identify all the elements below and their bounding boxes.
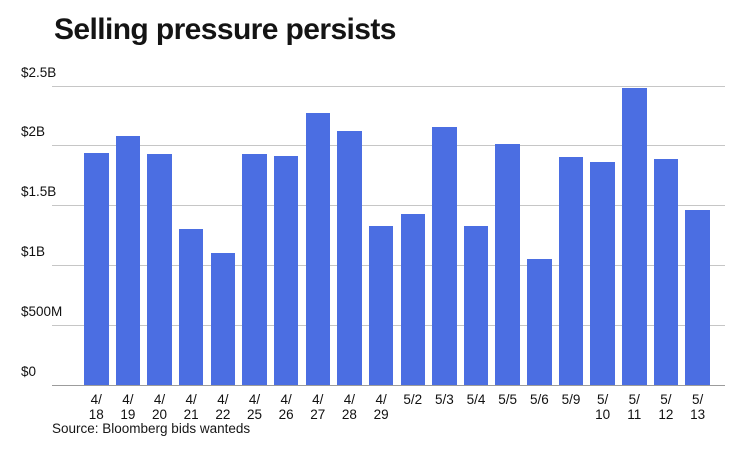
chart-title: Selling pressure persists [54,13,396,46]
bar-4/22 [210,253,236,385]
bar-5/11 [622,87,647,385]
y-axis-tick-label: $1B [21,244,46,260]
x-axis-tick-line: 4/ [185,392,197,407]
x-axis-tick-line: 4/ [343,392,356,407]
x-axis-tick-line: 13 [690,407,706,422]
x-axis-tick-label: 5/2 [391,392,435,407]
bar-4/18 [84,152,109,385]
x-axis-tick-line: 4/ [90,392,102,407]
x-axis-tick-line: 18 [88,407,104,422]
x-axis-tick-line: 10 [595,407,611,422]
x-axis-tick-line: 4/ [122,392,134,407]
x-axis-tick-line: 5/ [628,392,640,407]
x-axis-tick-line: 5/3 [435,392,454,407]
bar-5/2 [400,213,425,385]
bar-4/21 [178,229,204,385]
x-axis-tick-label: 5/11 [612,392,656,422]
y-axis-tick-label: $2.5B [21,64,57,80]
x-axis-tick-label: 4/29 [359,392,403,422]
x-axis-tick-label: 4/26 [264,392,308,422]
bar-5/10 [590,162,615,385]
x-axis-tick-line: 5/5 [498,392,518,407]
x-axis-tick-label: 5/3 [422,392,466,407]
bar-4/20 [147,153,172,385]
x-axis-tick-line: 22 [215,407,231,422]
bar-5/5 [495,144,520,385]
y-axis-tick-label: $2B [21,124,46,140]
bar-5/12 [653,158,679,385]
x-axis-tick-line: 11 [627,407,642,422]
x-axis-tick-label: 4/20 [138,392,182,422]
x-axis-tick-line: 5/2 [403,392,423,407]
x-axis-tick-line: 4/ [280,392,292,407]
x-axis-tick-label: 5/9 [549,392,593,407]
gridline [52,205,725,207]
bar-5/13 [685,210,710,385]
x-axis-tick-label: 4/28 [327,392,371,422]
y-axis-tick-label: $500M [21,304,63,320]
y-axis-tick-label: $0 [21,364,37,379]
x-axis-tick-line: 4/ [217,392,229,407]
x-axis-tick-line: 26 [278,407,294,422]
bar-4/28 [337,131,362,385]
x-axis-tick-line: 4/ [375,392,387,407]
x-axis-tick-line: 20 [152,407,168,422]
x-axis-tick-line: 4/ [312,392,324,407]
x-axis-tick-line: 4/ [248,392,261,407]
bar-5/6 [527,259,552,385]
bar-4/29 [368,225,394,385]
x-axis-tick-line: 25 [246,407,263,422]
bar-5/3 [432,127,457,385]
bar-4/27 [305,113,331,385]
x-axis-tick-line: 5/6 [529,392,549,407]
x-axis-tick-label: 4/18 [74,392,118,422]
x-axis-tick-line: 5/9 [561,392,581,407]
gridline [52,85,725,87]
bar-5/4 [463,225,489,385]
x-axis-tick-line: 4/ [153,392,166,407]
x-axis-tick-line: 12 [658,407,674,422]
bar-4/26 [273,156,299,385]
x-axis-tick-label: 5/6 [517,392,561,407]
x-axis-tick-line: 19 [120,407,136,422]
x-axis-tick-label: 5/12 [644,392,688,422]
x-axis-tick-label: 5/13 [676,392,720,422]
x-axis-tick-line: 29 [373,407,389,422]
bar-4/25 [242,153,267,385]
x-axis-tick-line: 21 [183,407,199,422]
x-axis-tick-label: 5/4 [454,392,498,407]
x-axis-tick-label: 4/27 [296,392,340,422]
x-axis-tick-line: 5/ [691,392,704,407]
x-axis-tick-label: 4/21 [169,392,213,422]
y-axis-tick-label: $1.5B [21,184,57,200]
x-axis-tick-label: 4/25 [233,392,277,422]
x-axis-tick-label: 4/19 [106,392,150,422]
x-axis-tick-line: 5/ [597,392,609,407]
bar-5/9 [558,157,584,385]
x-axis-tick-line: 27 [310,407,326,422]
x-axis-tick-label: 5/10 [581,392,625,422]
x-axis-tick-label: 5/5 [486,392,530,407]
x-axis-tick-label: 4/22 [201,392,245,422]
bar-4/19 [115,135,141,385]
x-axis-tick-line: 28 [341,407,357,422]
gridline [52,145,725,147]
x-axis-tick-line: 5/4 [466,392,486,407]
source-note: Source: Bloomberg bids wanteds [52,421,251,436]
x-axis-tick-line: 5/ [660,392,672,407]
x-axis-baseline [52,385,725,386]
